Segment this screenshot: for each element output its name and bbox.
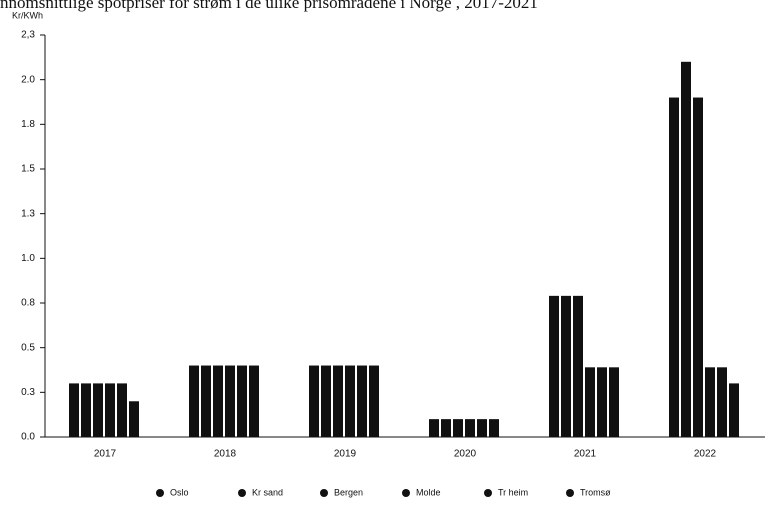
y-tick-label: 2,3: [21, 30, 35, 41]
y-tick-label: 0.5: [21, 342, 35, 353]
x-tick-label: 2018: [214, 449, 237, 460]
bar: [201, 365, 211, 437]
bar: [117, 383, 127, 437]
legend-marker: [156, 489, 164, 497]
bar: [681, 61, 691, 438]
y-tick-label: 1.5: [21, 164, 35, 175]
bar: [345, 365, 355, 437]
y-tick-label: 2.0: [21, 74, 35, 85]
chart-title: nnomsnittlige spotpriser for strøm i de …: [0, 0, 538, 12]
bar: [321, 365, 331, 437]
legend-label: Kr sand: [252, 487, 283, 497]
bar: [441, 419, 451, 437]
bar: [729, 383, 739, 437]
bar: [69, 383, 79, 437]
bar: [669, 97, 679, 438]
bar: [549, 295, 559, 437]
bar: [561, 295, 571, 437]
bar: [453, 419, 463, 437]
y-tick-label: 1.3: [21, 208, 35, 219]
legend-marker: [566, 489, 574, 497]
legend-label: Bergen: [334, 487, 363, 497]
y-tick-label: 1.0: [21, 253, 35, 264]
y-axis-label: Kr/KWh: [12, 10, 43, 20]
bar: [129, 401, 139, 437]
x-tick-label: 2019: [334, 449, 357, 460]
legend-label: Oslo: [170, 487, 189, 497]
bar: [717, 367, 727, 437]
bar: [81, 383, 91, 437]
x-tick-label: 2017: [94, 449, 117, 460]
x-tick-label: 2022: [694, 449, 717, 460]
y-tick-label: 0.3: [21, 387, 35, 398]
legend-label: Tr heim: [498, 487, 528, 497]
legend-label: Molde: [416, 487, 441, 497]
bar: [189, 365, 199, 437]
bar: [693, 97, 703, 438]
legend-label: Tromsø: [580, 487, 611, 497]
bar: [477, 419, 487, 437]
bar: [597, 367, 607, 437]
y-tick-label: 0.0: [21, 432, 35, 443]
bar: [333, 365, 343, 437]
legend-marker: [484, 489, 492, 497]
bar: [369, 365, 379, 437]
bar: [309, 365, 319, 437]
x-tick-label: 2020: [454, 449, 477, 460]
y-tick-label: 1.8: [21, 119, 35, 130]
bar: [357, 365, 367, 437]
bar: [429, 419, 439, 437]
bar: [573, 295, 583, 437]
bar: [93, 383, 103, 437]
bar: [249, 365, 259, 437]
legend-marker: [320, 489, 328, 497]
bar: [225, 365, 235, 437]
bar: [705, 367, 715, 437]
bar: [609, 367, 619, 437]
bar: [213, 365, 223, 437]
bar: [585, 367, 595, 437]
x-tick-label: 2021: [574, 449, 597, 460]
bar: [105, 383, 115, 437]
bar: [489, 419, 499, 437]
y-tick-label: 0.8: [21, 298, 35, 309]
legend-marker: [238, 489, 246, 497]
bar: [237, 365, 247, 437]
bar: [465, 419, 475, 437]
legend-marker: [402, 489, 410, 497]
